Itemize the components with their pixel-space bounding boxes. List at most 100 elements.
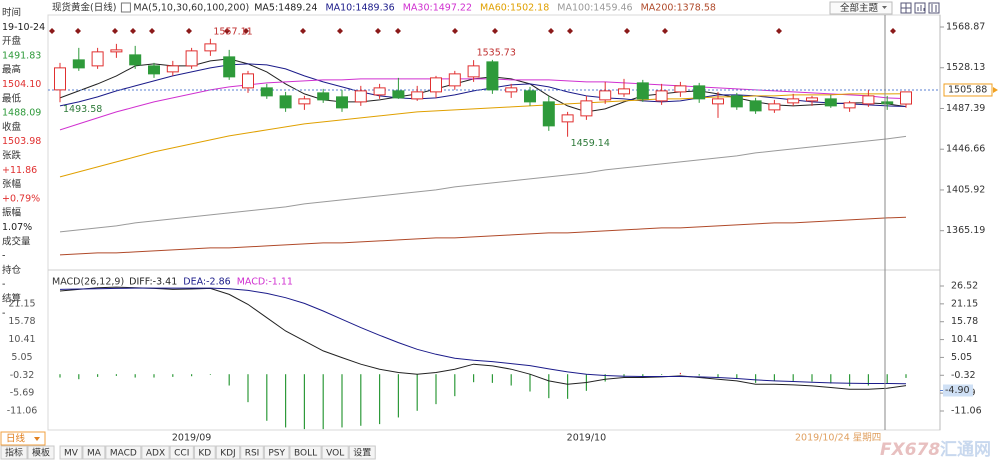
candle-body xyxy=(72,59,85,69)
macd-line xyxy=(59,286,907,390)
candle-body xyxy=(467,65,480,78)
toolbar-button[interactable] xyxy=(321,445,349,460)
candle-body xyxy=(636,82,649,100)
toolbar-button-text[interactable]: 模板 xyxy=(32,447,50,459)
toolbar-button-text[interactable]: MA xyxy=(87,449,102,459)
toolbar-button-text[interactable]: BOLL xyxy=(294,449,317,459)
dropdown-arrow[interactable] xyxy=(882,6,887,9)
toolbar-button-text[interactable]: 指标 xyxy=(5,447,23,459)
toolbar-button[interactable] xyxy=(0,445,28,460)
event-marker xyxy=(224,28,230,34)
toolbar-button[interactable] xyxy=(193,445,216,460)
toolbar-button[interactable] xyxy=(59,445,83,460)
theme-dropdown[interactable] xyxy=(829,1,893,15)
macd-bar xyxy=(397,374,399,418)
macd-bar xyxy=(867,374,869,386)
info-label: 最低 xyxy=(2,92,22,104)
event-marker xyxy=(567,28,573,34)
toolbar-button[interactable] xyxy=(215,445,241,460)
info-value: - xyxy=(2,308,5,319)
macd-bar xyxy=(755,374,757,383)
view-icons[interactable] xyxy=(900,2,940,14)
macd-bar xyxy=(191,374,193,377)
toolbar-button-text[interactable]: CCI xyxy=(174,449,189,459)
icon-candles[interactable] xyxy=(928,2,940,14)
macd-title: MACD(26,12,9) xyxy=(52,277,124,288)
candle-body xyxy=(185,50,198,67)
macd-bar xyxy=(773,374,775,381)
candle-body xyxy=(806,97,818,102)
macd-bar xyxy=(322,374,324,430)
ma-line xyxy=(59,93,907,178)
toolbar-button-text[interactable]: KD xyxy=(198,449,211,459)
toolbar-button-text[interactable]: RSI xyxy=(245,449,260,459)
event-marker xyxy=(49,28,55,34)
event-marker xyxy=(452,28,458,34)
macd-bar xyxy=(698,374,700,376)
toolbar-button-text[interactable]: PSY xyxy=(268,449,285,459)
info-value: 1503.98 xyxy=(2,136,41,147)
legend-entry: MA10:1489.36 xyxy=(325,3,394,14)
candle-body xyxy=(317,92,330,101)
candle-body xyxy=(655,90,668,102)
legend-entry: DIFF:-3.41 xyxy=(129,277,177,288)
candle-body xyxy=(486,61,499,91)
macd-bar xyxy=(134,374,136,378)
info-label: 张幅 xyxy=(2,178,22,190)
toolbar-button-text[interactable]: KDJ xyxy=(220,449,236,459)
instrument-title: 现货黄金(日线) xyxy=(52,2,116,14)
info-value: 1488.09 xyxy=(2,108,41,119)
toolbar-button[interactable] xyxy=(169,445,194,460)
theme-button-text[interactable]: 全部主题 xyxy=(840,2,879,14)
toolbar-button[interactable] xyxy=(27,445,55,460)
macd-bar xyxy=(830,374,832,384)
period-arrow[interactable] xyxy=(34,437,40,441)
event-marker xyxy=(75,28,81,34)
event-marker xyxy=(624,28,630,34)
toolbar-button[interactable] xyxy=(141,445,170,460)
toolbar-button[interactable] xyxy=(263,445,290,460)
y-tick-label: 1446.66 xyxy=(946,144,985,155)
candle-body xyxy=(336,96,348,109)
icon-bars-lines xyxy=(917,5,925,11)
toolbar-button-text[interactable]: 设置 xyxy=(353,448,371,459)
toolbar-button[interactable] xyxy=(82,445,106,460)
y-tick-label: 1528.13 xyxy=(946,62,985,73)
toolbar-button[interactable] xyxy=(289,445,322,460)
toolbar-button-text[interactable]: MV xyxy=(64,449,79,459)
macd-bar xyxy=(341,374,343,428)
candle-body xyxy=(373,87,386,96)
macd-bar xyxy=(642,374,644,377)
macd-bar xyxy=(567,374,569,399)
macd-bar xyxy=(792,374,794,381)
last-price-label: 1505.88 xyxy=(948,84,987,95)
toolbar-button-text[interactable]: MACD xyxy=(110,449,137,459)
macd-bar xyxy=(905,374,907,378)
toolbar-button-text[interactable]: ADX xyxy=(146,449,165,459)
event-marker xyxy=(337,28,343,34)
candle-body xyxy=(862,95,875,105)
macd-bar xyxy=(97,374,99,377)
extreme-label: 1535.73 xyxy=(477,48,516,59)
toolbar-button[interactable] xyxy=(105,445,142,460)
icon-grid-lines xyxy=(901,3,911,13)
toolbar-button[interactable] xyxy=(240,445,264,460)
toolbar-button[interactable] xyxy=(348,445,376,460)
period-selector[interactable] xyxy=(0,431,46,446)
extreme-label: 1493.58 xyxy=(63,104,102,115)
period-text[interactable]: 日线 xyxy=(6,433,26,445)
toolbar-button-text[interactable]: VOL xyxy=(326,449,344,459)
macd-bar xyxy=(811,374,813,382)
y-tick-label: 1365.19 xyxy=(946,225,985,236)
info-value: - xyxy=(2,279,5,290)
ma-line xyxy=(59,135,907,233)
event-marker xyxy=(243,28,249,34)
icon-bars[interactable] xyxy=(914,2,926,14)
info-value: 1491.83 xyxy=(2,50,41,61)
legend-entry: MA30:1497.22 xyxy=(403,3,472,14)
icon-candle-lines xyxy=(931,4,937,12)
macd-bar xyxy=(416,374,418,411)
info-value: +11.86 xyxy=(2,165,37,176)
